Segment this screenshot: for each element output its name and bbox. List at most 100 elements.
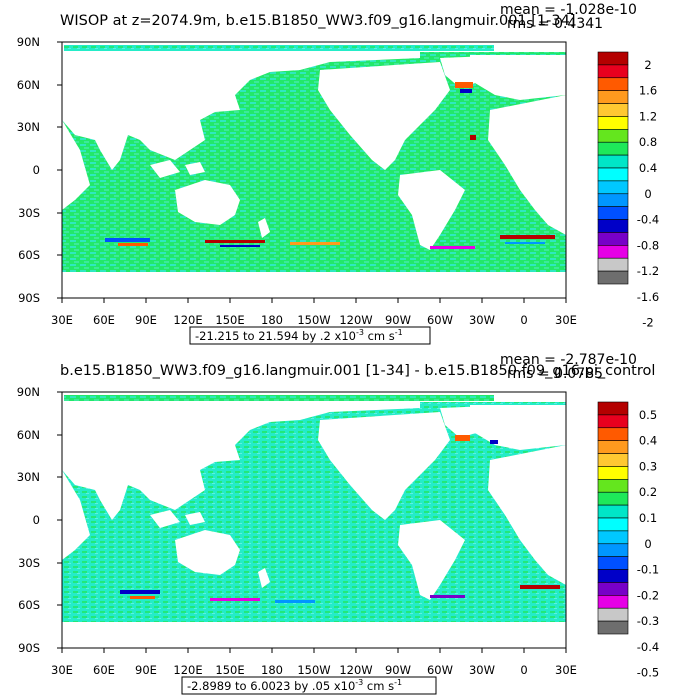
colorbar-label: -0.4 <box>637 213 659 227</box>
colorbar-swatch <box>597 504 629 519</box>
colorbar-swatch <box>597 193 629 207</box>
stats-rms: rms = 0.4341 <box>507 16 603 32</box>
colorbar-label: 0.4 <box>639 434 657 448</box>
axis-ticks <box>57 391 567 653</box>
colorbar-swatch <box>597 401 629 416</box>
colorbar: 2 1.6 1.2 0.8 0.4 0 -0.4 -0.8 -1.2 -1.6 -2 <box>597 51 659 330</box>
map-area <box>62 392 566 648</box>
colorbar-swatch <box>597 206 629 220</box>
colorbar-label: -0.5 <box>637 666 659 680</box>
lat-axis: 90N 60N 30N 0 30S 60S 90S <box>17 385 40 655</box>
colorbar-swatch <box>597 607 629 622</box>
colorbar-label: 1.6 <box>639 84 657 98</box>
lon-label: 150W <box>297 663 330 677</box>
lon-label: 30E <box>555 313 577 327</box>
lon-label: 150W <box>297 313 330 327</box>
colorbar-label: -0.8 <box>637 238 659 252</box>
lon-label: 150E <box>215 313 244 327</box>
range-exp: -3 <box>355 678 363 687</box>
panel-title: WISOP at z=2074.9m, b.e15.B1850_WW3.f09_… <box>60 13 575 29</box>
colorbar-swatch <box>597 620 629 635</box>
lon-label: 90E <box>135 313 157 327</box>
colorbar-label: -0.2 <box>637 588 659 602</box>
panel-top: WISOP at z=2074.9m, b.e15.B1850_WW3.f09_… <box>17 2 659 345</box>
colorbar-swatch <box>597 556 629 570</box>
lon-label: 30E <box>555 663 577 677</box>
colorbar-swatch <box>597 245 629 259</box>
lon-axis: 30E 60E 90E 120E 150E 180 150W 120W 90W … <box>51 313 577 327</box>
southern-ocean-noise <box>105 82 555 249</box>
colorbar-swatch <box>597 116 629 130</box>
colorbar-swatch <box>597 257 629 272</box>
colorbar-label: 0 <box>644 537 651 551</box>
colorbar-label: 1.2 <box>639 109 657 123</box>
colorbar-swatch <box>597 103 629 117</box>
colorbar-label: -1.2 <box>637 264 659 278</box>
colorbar-swatch <box>597 141 629 156</box>
colorbar-swatch <box>597 466 629 480</box>
colorbar-label: -0.4 <box>637 640 659 654</box>
lon-label: 120W <box>339 663 372 677</box>
colorbar-swatch <box>597 479 629 493</box>
lat-label: 30S <box>18 556 40 570</box>
colorbar-label: 2 <box>644 58 651 72</box>
colorbar-swatch <box>597 90 629 104</box>
lon-label: 0 <box>520 663 527 677</box>
lat-axis: 90N 60N 30N 0 30S 60S 90S <box>17 35 40 305</box>
range-unit-exp: -1 <box>394 678 402 687</box>
range-box: -21.215 to 21.594 by .2 x10-3 cm s-1 <box>189 326 431 345</box>
lon-label: 30W <box>469 313 495 327</box>
colorbar-swatch <box>597 64 629 79</box>
colorbar-swatch <box>597 453 629 467</box>
lat-label: 60S <box>18 598 40 612</box>
lon-label: 30W <box>469 663 495 677</box>
svg-text:-2.8989 to 6.0023 by .05 x10-3: -2.8989 to 6.0023 by .05 x10-3 cm s-1 <box>187 678 402 693</box>
range-unit: cm s <box>363 679 394 693</box>
lon-label: 90E <box>135 663 157 677</box>
colorbar-swatch <box>597 129 629 143</box>
colorbar-swatch <box>597 167 629 182</box>
lon-label: 30E <box>51 313 73 327</box>
colorbar-label: -1.6 <box>637 290 659 304</box>
range-text: -2.8989 to 6.0023 by .05 x10 <box>187 679 355 693</box>
lat-label: 60N <box>17 78 40 92</box>
lon-label: 60E <box>93 313 115 327</box>
panel-title: b.e15.B1850_WW3.f09_g16.langmuir.001 [1-… <box>60 363 655 379</box>
map-area <box>62 42 566 298</box>
lat-label: 90N <box>17 385 40 399</box>
colorbar-swatch <box>597 427 629 441</box>
stats-mean: mean = -2.787e-10 <box>500 352 637 368</box>
colorbar-swatch <box>597 491 629 506</box>
colorbar-label: 0.2 <box>639 485 657 499</box>
colorbar-swatch <box>597 543 629 557</box>
lon-label: 30E <box>51 663 73 677</box>
colorbar-label: -0.3 <box>637 614 659 628</box>
range-unit: cm s <box>364 329 395 343</box>
lat-label: 30N <box>17 470 40 484</box>
panel-bottom: b.e15.B1850_WW3.f09_g16.langmuir.001 [1-… <box>17 352 659 695</box>
colorbar: 0.5 0.4 0.3 0.2 0.1 0 -0.1 -0.2 -0.3 -0.4 -0.5 <box>597 401 659 680</box>
lon-label: 120W <box>339 313 372 327</box>
colorbar-swatch <box>597 414 629 429</box>
colorbar-label: -0.1 <box>637 563 659 577</box>
colorbar-swatch <box>597 517 629 532</box>
lat-label: 60S <box>18 248 40 262</box>
lon-label: 60W <box>427 663 453 677</box>
lon-label: 60E <box>93 663 115 677</box>
colorbar-swatch <box>597 440 629 454</box>
axis-ticks <box>57 41 567 303</box>
lat-label: 60N <box>17 428 40 442</box>
colorbar-label: 0.3 <box>639 459 657 473</box>
colorbar-swatch <box>597 51 629 66</box>
colorbar-swatch <box>597 219 629 233</box>
colorbar-swatch <box>597 154 629 169</box>
lon-label: 150E <box>215 663 244 677</box>
range-exp: -3 <box>356 328 364 337</box>
range-unit-exp: -1 <box>395 328 403 337</box>
stats-mean: mean = -1.028e-10 <box>500 2 637 18</box>
colorbar-swatch <box>597 582 629 596</box>
colorbar-swatch <box>597 595 629 609</box>
lon-label: 120E <box>173 663 202 677</box>
colorbar-swatch <box>597 180 629 195</box>
